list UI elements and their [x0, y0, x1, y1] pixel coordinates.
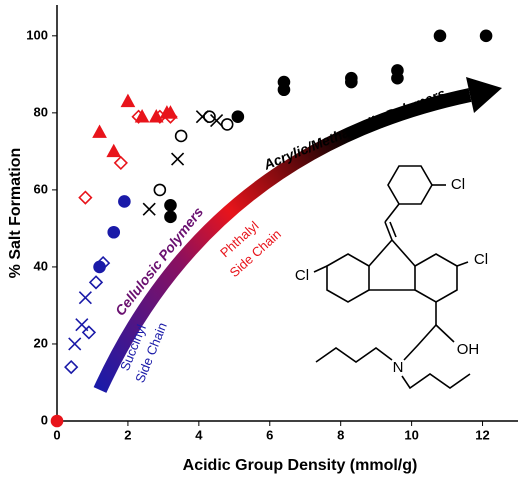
structure-label: Cl [451, 176, 465, 193]
point [479, 29, 493, 43]
point [92, 124, 107, 138]
x-tick-label: 12 [475, 427, 489, 442]
point [174, 129, 188, 143]
point [152, 109, 167, 124]
point [210, 113, 224, 128]
y-tick-label: 100 [26, 27, 48, 42]
point [195, 110, 209, 124]
structure-label: Cl [474, 251, 488, 268]
annotation: Acrylic/Methacrylic Polymers [260, 85, 447, 173]
point [345, 75, 358, 89]
point [164, 210, 177, 224]
point [68, 337, 82, 351]
x-tick-label: 8 [337, 427, 344, 442]
point [106, 143, 122, 158]
chemical-structure [313, 165, 471, 390]
point [391, 71, 404, 85]
x-tick-label: 6 [266, 427, 273, 442]
arrow-head [466, 77, 502, 113]
point [231, 110, 245, 124]
y-tick-label: 20 [34, 335, 48, 350]
y-tick-label: 60 [34, 181, 48, 196]
point [78, 291, 92, 305]
x-axis-label: Acidic Group Density (mmol/g) [183, 457, 418, 474]
point [131, 109, 146, 124]
point [50, 414, 64, 428]
point [118, 195, 131, 208]
point [88, 275, 104, 290]
point [81, 325, 97, 340]
point [203, 110, 216, 124]
structure-label: N [393, 359, 404, 376]
point [164, 198, 177, 212]
point [95, 255, 111, 271]
x-tick-label: 4 [195, 427, 203, 442]
point [120, 93, 136, 108]
trend-arrow [93, 88, 472, 393]
structure-label: Cl [295, 267, 309, 284]
y-tick-label: 0 [41, 412, 48, 427]
y-axis-label: % Salt Formation [7, 148, 24, 279]
point [107, 225, 121, 239]
point [433, 29, 447, 43]
y-tick-label: 40 [34, 258, 48, 273]
point [163, 105, 178, 119]
point [78, 190, 93, 205]
point [171, 152, 185, 166]
point [93, 260, 106, 274]
x-tick-label: 2 [124, 427, 131, 442]
point [220, 118, 234, 131]
structure-label: OH [457, 341, 480, 358]
point [142, 202, 156, 216]
point [163, 109, 178, 124]
x-tick-label: 10 [404, 427, 418, 442]
point [75, 318, 89, 332]
x-tick-label: 0 [53, 427, 60, 442]
point [64, 359, 79, 375]
point [113, 155, 128, 171]
point [153, 183, 167, 197]
point [277, 83, 291, 97]
annotation: Cellulosic Polymers [112, 204, 207, 319]
y-tick-label: 80 [34, 104, 48, 119]
